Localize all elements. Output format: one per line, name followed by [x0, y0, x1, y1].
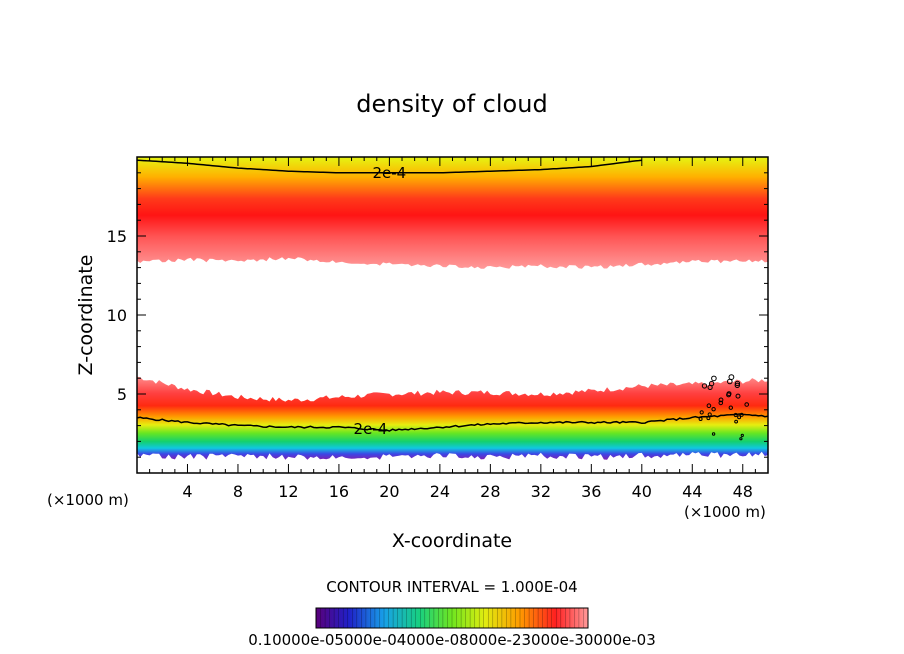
x-tick-label: 24 — [430, 482, 450, 501]
colorbar — [315, 607, 589, 629]
x-tick-label: 12 — [278, 482, 298, 501]
x-tick-label: 44 — [682, 482, 702, 501]
contour-speck — [739, 412, 744, 417]
x-tick-label: 4 — [182, 482, 192, 501]
y-axis-ticks: 5 10 15 — [107, 172, 768, 458]
contour-line-lower-2e-4 — [137, 413, 768, 432]
contour-speck — [706, 416, 711, 421]
x-tick-label: 8 — [233, 482, 243, 501]
x-tick-label: 28 — [480, 482, 500, 501]
contour-speck — [706, 403, 712, 409]
y-tick-label: 5 — [117, 385, 127, 404]
contour-speck — [739, 437, 743, 441]
plot-area — [137, 157, 768, 460]
contour-speck — [707, 412, 712, 417]
contour-speck — [744, 402, 750, 407]
y-tick-label: 10 — [107, 306, 127, 325]
contour-labels: 2e-4 2e-4 — [354, 164, 407, 438]
x-unit-right: (×1000 m) — [684, 503, 766, 521]
x-axis-label: X-coordinate — [392, 530, 512, 552]
contour-speck — [726, 391, 732, 397]
contour-speck — [701, 383, 708, 389]
contour-label: 2e-4 — [354, 420, 388, 438]
contour-speck — [734, 380, 741, 387]
lower-cloud-layer — [137, 376, 768, 460]
contour-speck — [718, 400, 724, 406]
contour-speck — [699, 410, 704, 415]
x-tick-label: 32 — [531, 482, 551, 501]
contour-label: 2e-4 — [372, 164, 406, 182]
contour-speck — [718, 397, 724, 403]
contour-speck — [728, 405, 733, 410]
contour-speck — [735, 393, 741, 399]
contour-line-upper-2e-4 — [137, 159, 642, 174]
contour-speck — [711, 375, 717, 382]
colorbar-gradient — [315, 607, 589, 629]
x-axis-ticks: 4 8 12 16 20 24 28 32 36 40 44 48 — [149, 157, 756, 501]
contour-speck — [733, 412, 738, 418]
contour-speckles — [698, 374, 750, 441]
x-tick-label: 36 — [581, 482, 601, 501]
contour-speck — [734, 382, 740, 388]
colorbar-ticks — [320, 608, 584, 628]
contour-speck — [711, 407, 716, 412]
contour-speck — [734, 419, 738, 424]
x-unit-left: (×1000 m) — [47, 491, 129, 509]
upper-cloud-layer — [137, 157, 768, 269]
y-tick-label: 15 — [107, 227, 127, 246]
contour-speck — [711, 432, 716, 436]
x-tick-label: 20 — [379, 482, 399, 501]
contour-speck — [708, 380, 715, 387]
x-tick-label: 16 — [329, 482, 349, 501]
contour-interval-label: CONTOUR INTERVAL = 1.000E-04 — [326, 578, 577, 596]
contour-speck — [698, 417, 703, 421]
chart-title: density of cloud — [356, 90, 547, 118]
contour-speck — [727, 378, 733, 385]
x-tick-label: 40 — [632, 482, 652, 501]
contour-speck — [740, 433, 744, 437]
x-tick-label: 48 — [733, 482, 753, 501]
y-axis-label: Z-coordinate — [75, 255, 97, 376]
contour-speck — [737, 415, 742, 420]
colorbar-labels: 0.10000e-05000e-04000e-08000e-23000e-300… — [248, 631, 656, 649]
